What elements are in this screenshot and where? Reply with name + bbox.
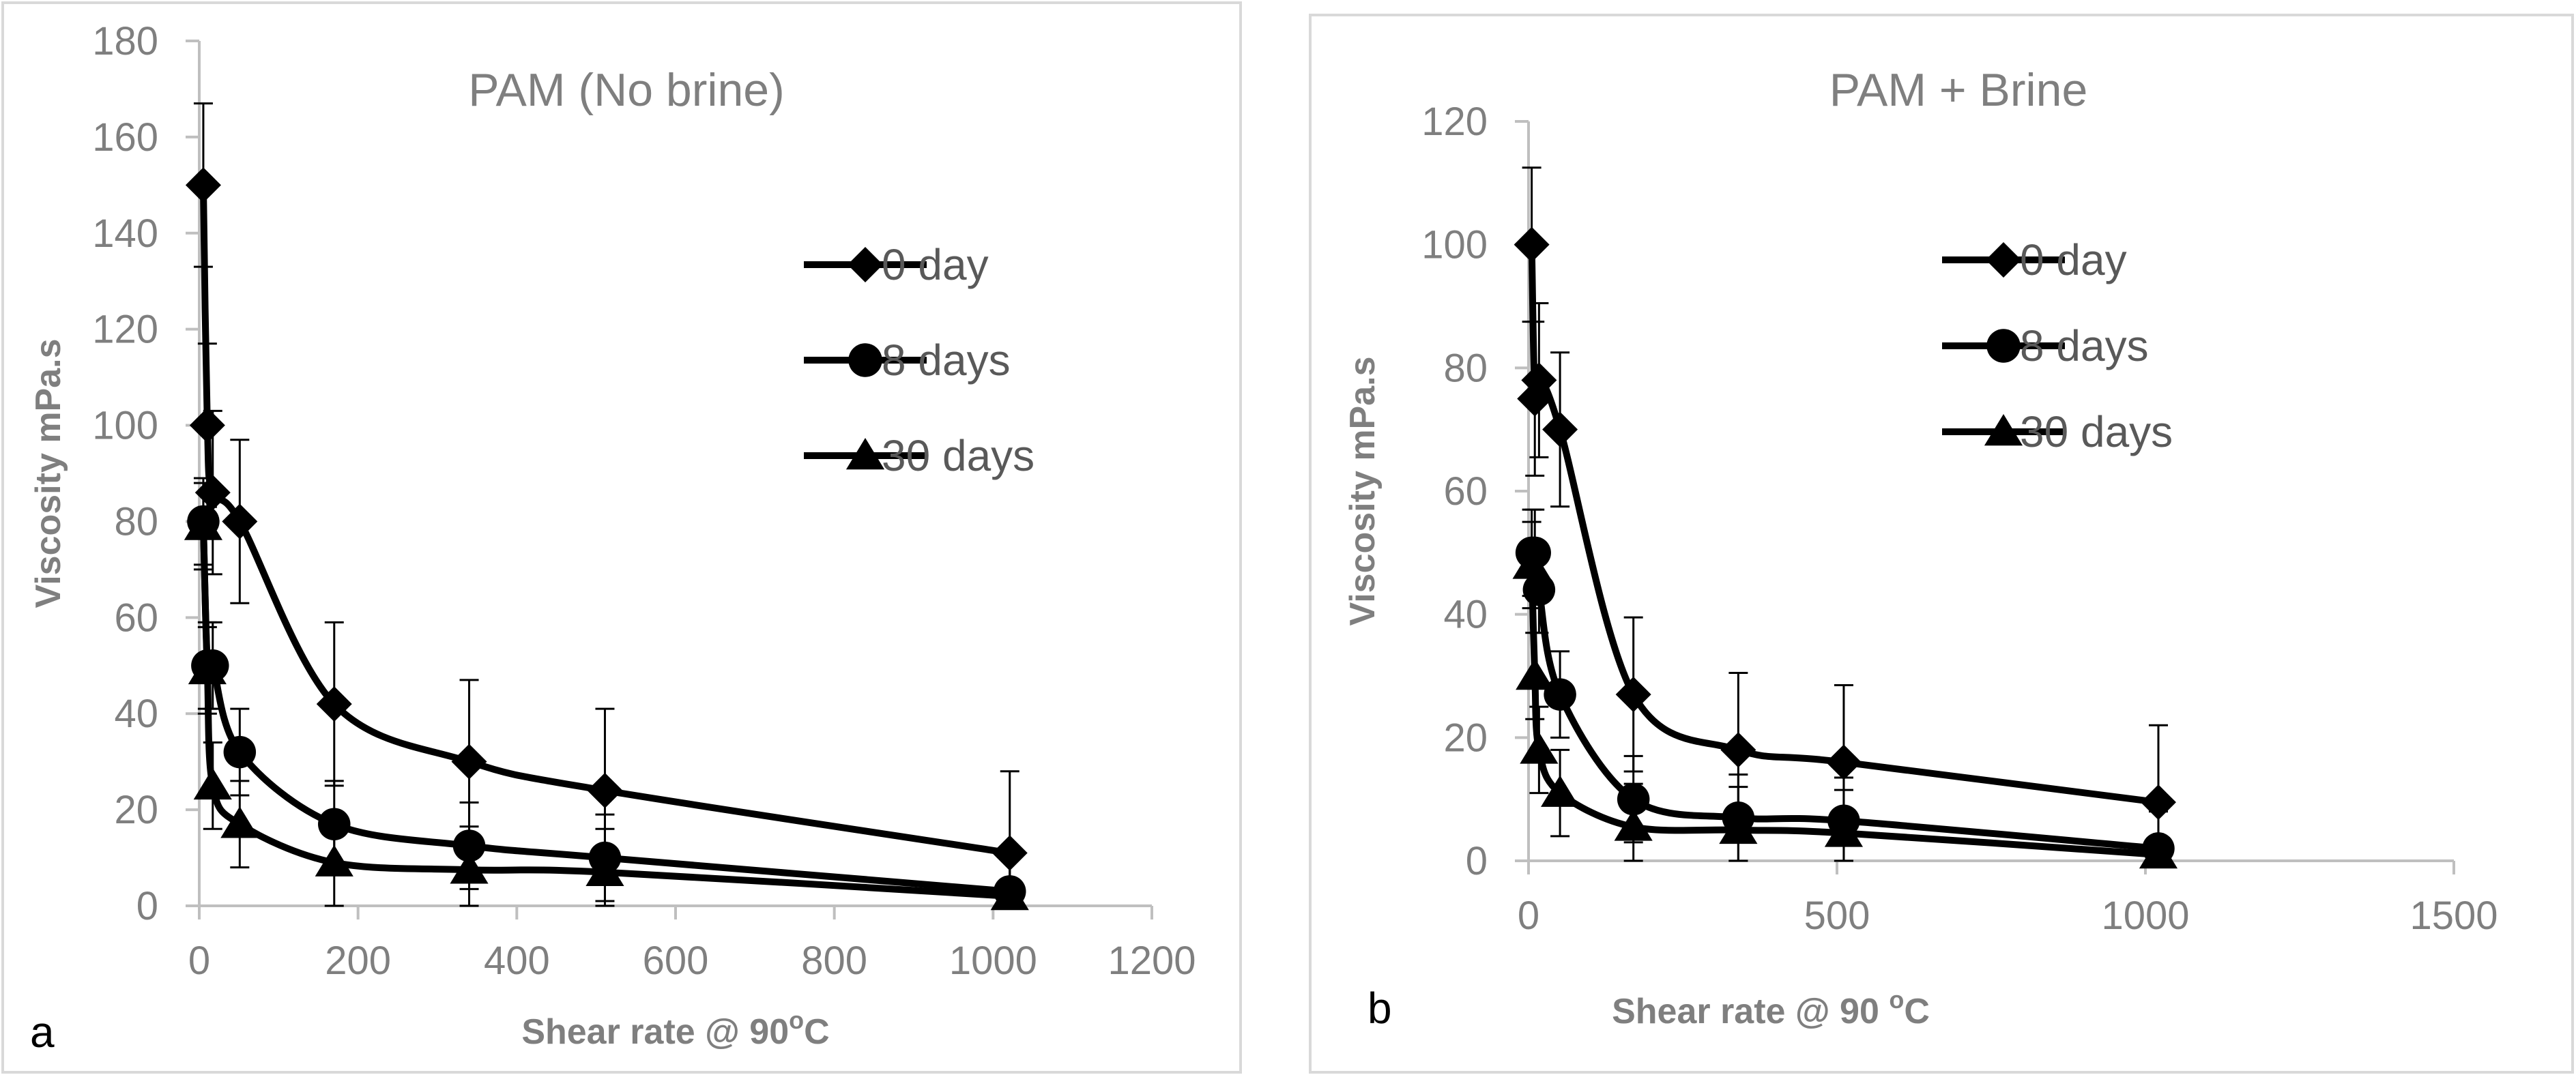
y-tick-label: 120 xyxy=(92,308,158,352)
y-tick-label: 0 xyxy=(1466,839,1488,883)
data-point xyxy=(1614,809,1653,841)
x-tick-label: 1500 xyxy=(2409,894,2498,938)
chart-title: PAM + Brine xyxy=(1829,64,2088,116)
data-point xyxy=(315,844,353,877)
legend-label: 8 days xyxy=(2020,321,2149,370)
data-point xyxy=(193,767,232,800)
data-point xyxy=(990,878,1029,911)
x-tick-label: 400 xyxy=(484,939,550,983)
data-point xyxy=(1512,547,1551,579)
y-tick-label: 100 xyxy=(92,404,158,448)
legend-label: 30 days xyxy=(882,431,1034,480)
y-tick-label: 80 xyxy=(1443,346,1488,390)
y-tick-label: 20 xyxy=(1443,716,1488,760)
panel-label: b xyxy=(1367,984,1392,1033)
legend-marker xyxy=(1984,414,2023,446)
y-tick-label: 60 xyxy=(1443,469,1488,514)
series-30-days xyxy=(1512,520,2178,869)
legend-label: 30 days xyxy=(2020,407,2173,456)
y-tick-label: 120 xyxy=(1421,100,1488,144)
y-tick-label: 160 xyxy=(92,115,158,160)
data-point xyxy=(220,806,259,838)
x-tick-label: 200 xyxy=(325,939,391,983)
x-tick-label: 1000 xyxy=(2101,894,2189,938)
x-tick-label: 800 xyxy=(801,939,867,983)
x-axis-label-superscript: o xyxy=(1889,986,1904,1014)
y-tick-label: 0 xyxy=(136,884,158,928)
panel-label: a xyxy=(30,1007,55,1057)
y-tick-label: 80 xyxy=(114,499,158,544)
y-tick-label: 60 xyxy=(114,595,158,640)
x-tick-label: 1200 xyxy=(1108,939,1196,983)
data-point xyxy=(1824,815,1864,847)
x-axis-label-tail: C xyxy=(804,1012,830,1052)
data-point xyxy=(185,167,221,203)
y-tick-label: 20 xyxy=(114,788,158,832)
x-axis-label: Shear rate @ 90 oC xyxy=(1612,986,1930,1031)
x-axis-label-superscript: o xyxy=(789,1006,804,1034)
x-axis-label-main: Shear rate @ 90 xyxy=(1612,992,1889,1031)
chart-frame xyxy=(1309,14,2574,1074)
chart-panel-b: 0 20 40 60 80 100 120 0 500 1000 1500 PAM + Brine Vi… xyxy=(1309,14,2574,1074)
legend-marker xyxy=(848,343,882,377)
data-point xyxy=(451,743,487,780)
data-point xyxy=(188,652,227,685)
data-point xyxy=(1542,411,1578,447)
data-point xyxy=(189,407,225,443)
x-tick-label: 0 xyxy=(188,939,210,983)
x-axis-label-tail: C xyxy=(1904,992,1930,1031)
data-point xyxy=(316,686,352,722)
data-point xyxy=(1615,677,1651,713)
y-axis-label: Viscosity mPa.s xyxy=(1343,356,1383,625)
legend-label: 8 days xyxy=(882,336,1011,385)
y-tick-label: 140 xyxy=(92,211,158,256)
legend-label: 0 day xyxy=(2020,235,2127,284)
x-axis-label-main: Shear rate @ 90 xyxy=(521,1012,789,1052)
data-point xyxy=(1719,812,1758,844)
y-axis-label: Viscosity mPa.s xyxy=(29,338,68,608)
data-point xyxy=(222,503,258,540)
data-point xyxy=(585,854,624,886)
data-point xyxy=(223,735,257,769)
data-point xyxy=(1720,732,1756,768)
x-tick-label: 0 xyxy=(1518,894,1539,938)
x-tick-label: 500 xyxy=(1804,894,1870,938)
y-tick-label: 180 xyxy=(92,19,158,63)
legend-marker xyxy=(848,247,883,282)
legend-marker xyxy=(1986,242,2021,278)
x-tick-label: 600 xyxy=(643,939,709,983)
y-tick-label: 40 xyxy=(114,692,158,736)
data-point xyxy=(1516,658,1554,690)
chart-panel-a: 0 20 40 60 80 100 120 140 160 180 0 200 400 600 800 100… xyxy=(1,1,1242,1074)
data-point xyxy=(450,852,489,884)
y-tick-label: 100 xyxy=(1421,223,1488,267)
data-point xyxy=(2139,836,2178,869)
data-point xyxy=(184,508,223,540)
legend-marker xyxy=(845,438,885,470)
y-tick-label: 40 xyxy=(1443,593,1488,637)
x-axis-label: Shear rate @ 90oC xyxy=(521,1006,829,1052)
data-point xyxy=(1541,775,1580,807)
data-point xyxy=(587,772,623,808)
data-point xyxy=(1825,744,1862,780)
data-point xyxy=(1520,732,1559,764)
series-30-days xyxy=(184,482,1029,911)
data-point xyxy=(1514,226,1550,263)
chart-title: PAM (No brine) xyxy=(468,64,785,116)
legend-marker xyxy=(1986,329,2021,363)
data-point xyxy=(1521,362,1557,398)
x-tick-label: 1000 xyxy=(949,939,1037,983)
legend-label: 0 day xyxy=(882,240,989,289)
